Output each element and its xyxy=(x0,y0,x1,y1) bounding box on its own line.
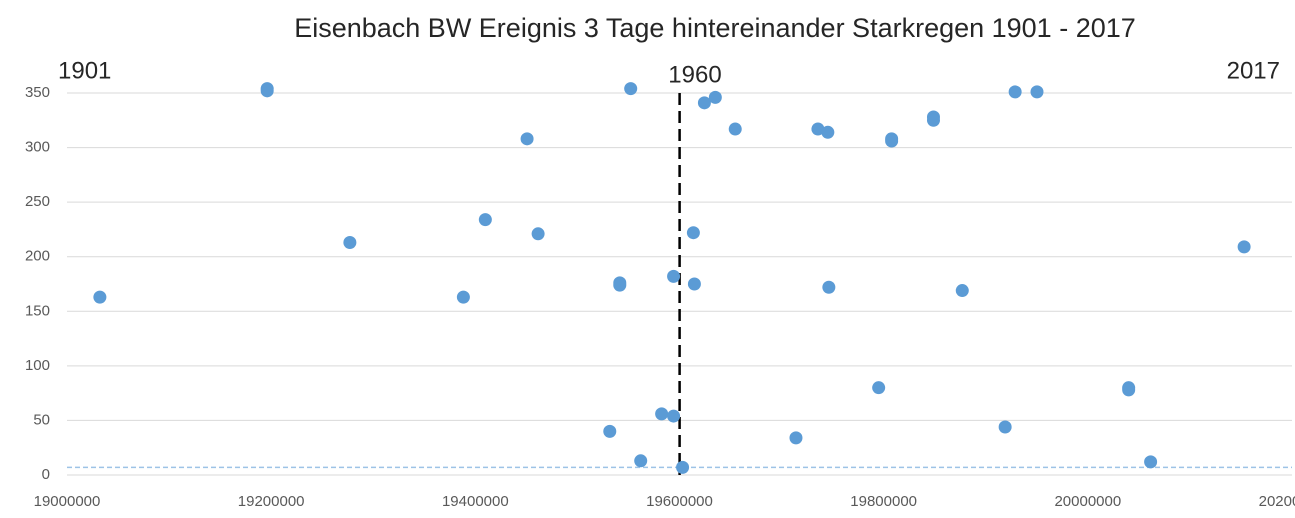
point xyxy=(676,460,690,474)
annotation: 2017 xyxy=(1227,57,1280,84)
point xyxy=(667,409,681,423)
y-tick-label: 200 xyxy=(25,248,50,265)
annotation: 1960 xyxy=(668,61,721,88)
y-tick-label: 350 xyxy=(25,84,50,101)
point xyxy=(789,431,803,445)
y-tick-label: 50 xyxy=(33,411,50,428)
x-tick-label: 19800000 xyxy=(850,493,917,510)
point xyxy=(343,236,357,250)
x-tick-label: 19000000 xyxy=(34,493,101,510)
y-tick-label: 250 xyxy=(25,193,50,210)
x-tick-label: 19400000 xyxy=(442,493,509,510)
point xyxy=(260,84,274,98)
point xyxy=(998,420,1012,434)
point xyxy=(822,280,836,294)
point xyxy=(697,96,711,110)
point xyxy=(708,90,722,104)
point xyxy=(811,122,825,136)
point xyxy=(686,226,700,240)
x-tick-label: 19600000 xyxy=(646,493,713,510)
point xyxy=(1122,383,1136,397)
point xyxy=(603,424,617,438)
point xyxy=(1144,455,1158,469)
annotation: 1901 xyxy=(58,57,111,84)
point xyxy=(1030,85,1044,99)
point xyxy=(872,381,886,395)
point xyxy=(821,125,835,139)
point xyxy=(1237,240,1251,254)
x-tick-label: 20000000 xyxy=(1054,493,1121,510)
y-tick-label: 100 xyxy=(25,357,50,374)
point xyxy=(634,454,648,468)
point xyxy=(667,269,681,283)
y-tick-label: 150 xyxy=(25,302,50,319)
y-tick-label: 300 xyxy=(25,139,50,156)
point xyxy=(655,407,669,421)
point xyxy=(926,113,940,127)
point xyxy=(1008,85,1022,99)
chart-title: Eisenbach BW Ereignis 3 Tage hintereinan… xyxy=(294,13,1136,43)
point xyxy=(531,227,545,241)
y-tick-label: 0 xyxy=(42,466,50,483)
point xyxy=(93,290,107,304)
x-tick-label: 19200000 xyxy=(238,493,305,510)
point xyxy=(520,132,534,146)
point xyxy=(456,290,470,304)
point xyxy=(687,277,701,291)
x-tick-label: 20200000 xyxy=(1259,493,1295,510)
point xyxy=(478,213,492,227)
point xyxy=(613,278,627,292)
point xyxy=(885,134,899,148)
point xyxy=(624,82,638,96)
point xyxy=(955,284,969,298)
point xyxy=(728,122,742,136)
